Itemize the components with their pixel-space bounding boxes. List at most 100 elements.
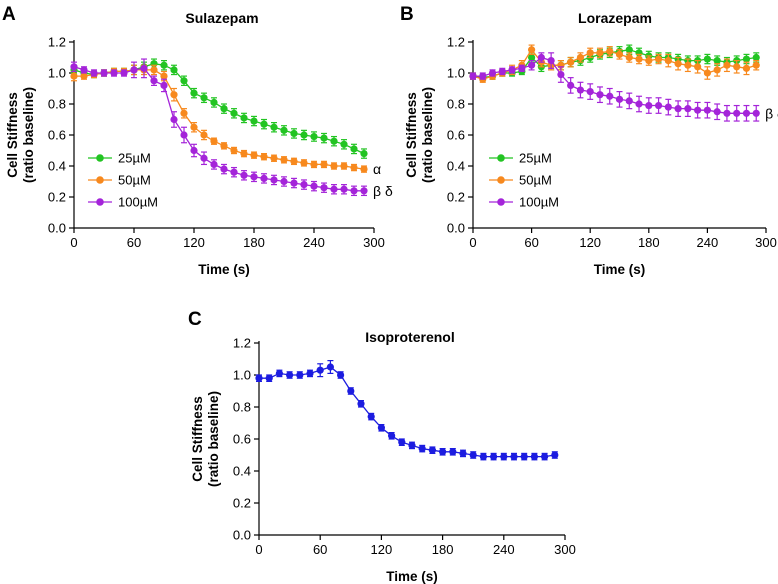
data-point xyxy=(350,187,358,195)
data-point xyxy=(459,449,467,457)
data-point xyxy=(742,64,751,72)
data-point xyxy=(713,57,721,65)
data-point xyxy=(230,146,238,155)
data-point xyxy=(684,105,692,113)
y-tick-label: 0.2 xyxy=(233,496,251,511)
legend-swatch-marker xyxy=(96,154,104,162)
data-point xyxy=(210,137,218,145)
data-point xyxy=(220,105,228,113)
data-point xyxy=(220,165,228,173)
x-tick-label: 60 xyxy=(524,235,538,250)
panel-c: C Isoproterenol 0 60 120 180 240 300 0.0 0.2 0.4 0.… xyxy=(188,309,576,584)
x-tick-label: 0 xyxy=(469,235,476,250)
data-point xyxy=(606,47,614,55)
data-point xyxy=(537,53,545,62)
data-point xyxy=(340,185,348,193)
data-point xyxy=(350,163,358,172)
data-point xyxy=(360,187,368,195)
data-point xyxy=(360,165,368,173)
data-point xyxy=(388,432,396,440)
data-point xyxy=(347,387,355,395)
data-point xyxy=(190,146,198,155)
data-point xyxy=(90,69,98,77)
legend-label: 25µM xyxy=(118,151,151,166)
data-point xyxy=(367,413,375,421)
data-point xyxy=(300,159,308,167)
legend-label: 50µM xyxy=(118,173,151,188)
data-point xyxy=(596,49,604,57)
legend-swatch-marker xyxy=(96,176,104,184)
y-tick-label: 0.6 xyxy=(233,432,251,447)
data-point xyxy=(586,49,594,57)
panel-a: A Sulazepam 0 60 120 180 240 300 0.0 0.2 0.4 0.6 0.8… xyxy=(2,4,393,277)
legend: 25µM 50µM 100µM xyxy=(88,151,158,210)
data-point xyxy=(340,162,348,170)
data-point xyxy=(80,72,88,80)
x-tick-label: 0 xyxy=(255,542,262,557)
data-point xyxy=(742,55,751,63)
data-point xyxy=(130,66,138,74)
y-tick-label: 0.0 xyxy=(447,221,465,236)
data-point xyxy=(360,150,368,158)
legend-swatch-marker xyxy=(497,154,505,162)
data-point xyxy=(310,132,318,141)
y-axis-label-line1: Cell Stiffness xyxy=(5,92,20,178)
data-point xyxy=(330,162,338,170)
data-point xyxy=(625,97,633,105)
x-tick-label: 180 xyxy=(638,235,660,250)
data-point xyxy=(240,150,248,158)
data-point xyxy=(326,363,334,371)
panel-b: B Lorazepam 0 60 120 180 240 300 0.0 0.2 0.4 0.6 0.8… xyxy=(400,4,778,277)
data-point xyxy=(210,98,218,107)
data-point xyxy=(567,58,575,66)
series-50µM xyxy=(469,44,760,83)
data-point xyxy=(528,46,536,54)
data-point xyxy=(615,50,624,59)
x-tick-label: 180 xyxy=(243,235,265,250)
data-point xyxy=(250,117,258,125)
y-tick-label: 0.0 xyxy=(48,221,66,236)
significance-annotation: β δ xyxy=(765,105,778,121)
data-point xyxy=(350,145,358,153)
data-point xyxy=(290,129,298,138)
data-point xyxy=(160,61,168,69)
data-point xyxy=(615,95,624,103)
x-tick-label: 60 xyxy=(127,235,141,250)
data-point xyxy=(240,114,248,122)
data-point xyxy=(290,157,298,165)
data-point xyxy=(606,92,614,100)
significance-annotation: β δ xyxy=(373,183,393,199)
legend-label: 50µM xyxy=(519,173,552,188)
data-point xyxy=(320,134,328,142)
data-point xyxy=(557,70,565,79)
data-point xyxy=(330,185,338,193)
data-point xyxy=(635,55,643,63)
data-point xyxy=(70,72,78,80)
data-point xyxy=(330,137,338,145)
data-point xyxy=(449,448,457,456)
x-tick-label: 240 xyxy=(697,235,719,250)
data-point xyxy=(654,101,663,110)
legend-swatch-marker xyxy=(497,198,505,206)
data-point xyxy=(723,61,731,69)
series-line xyxy=(473,56,757,114)
data-point xyxy=(150,77,158,85)
data-point xyxy=(713,108,721,116)
y-tick-label: 0.8 xyxy=(447,97,465,112)
data-point xyxy=(428,446,436,454)
data-point xyxy=(645,57,653,65)
data-point xyxy=(520,453,528,461)
data-point xyxy=(170,91,178,99)
data-point xyxy=(408,441,416,449)
data-point xyxy=(180,131,188,139)
data-point xyxy=(110,69,118,77)
data-point xyxy=(230,109,238,117)
data-point xyxy=(635,100,643,108)
data-point xyxy=(694,63,702,71)
x-tick-label: 120 xyxy=(371,542,393,557)
data-point xyxy=(664,57,672,65)
data-point xyxy=(275,369,283,377)
data-point xyxy=(320,160,328,169)
data-point xyxy=(170,66,178,74)
data-point xyxy=(357,400,365,408)
